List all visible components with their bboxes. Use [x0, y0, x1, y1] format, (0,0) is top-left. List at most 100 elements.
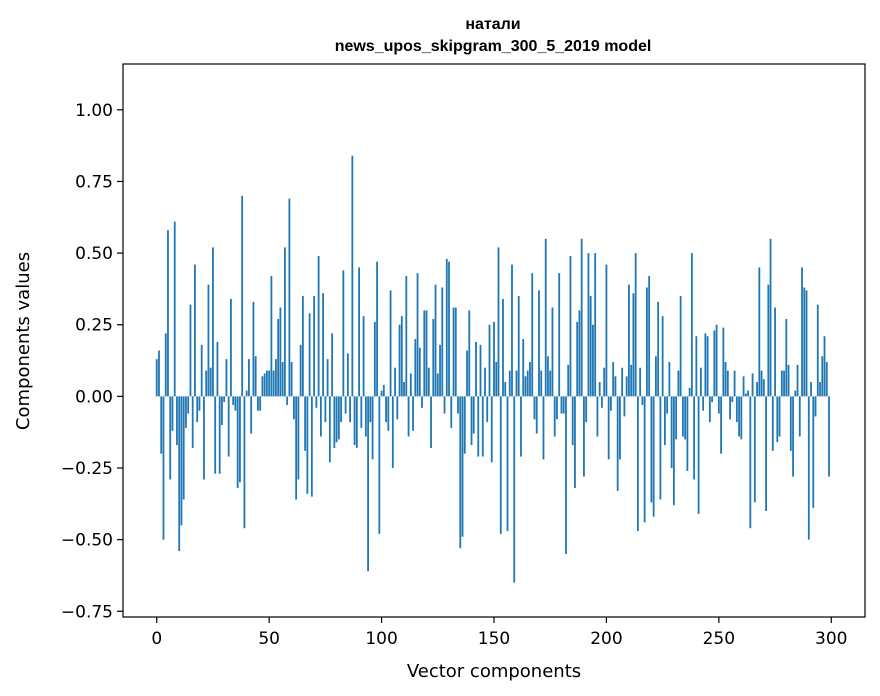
bar: [735, 396, 738, 423]
bar: [601, 396, 603, 408]
bar: [488, 324, 491, 397]
bar: [484, 367, 486, 397]
bar: [628, 284, 630, 397]
bar: [670, 396, 673, 468]
bar: [706, 336, 709, 397]
bar: [373, 321, 376, 397]
bar: [252, 301, 255, 397]
bar: [625, 376, 628, 397]
bar: [324, 396, 327, 423]
bar: [486, 396, 489, 423]
bar: [319, 396, 322, 437]
bar: [207, 284, 210, 397]
bar: [562, 396, 565, 414]
bar: [275, 359, 277, 397]
bar: [612, 361, 615, 397]
bar: [650, 396, 653, 503]
y-tick-label: 0.75: [75, 172, 113, 192]
bar: [218, 396, 221, 474]
bar: [225, 359, 228, 397]
bar: [430, 396, 432, 448]
bar: [677, 370, 680, 397]
bar: [580, 238, 583, 397]
bar: [331, 333, 334, 397]
bar: [342, 270, 345, 397]
bar: [382, 384, 385, 397]
bar: [587, 253, 590, 397]
bar: [470, 396, 473, 446]
bar: [198, 396, 201, 411]
bar: [558, 273, 561, 397]
bar: [481, 396, 484, 457]
y-tick-label: 0.25: [75, 316, 113, 336]
bar: [717, 396, 720, 414]
bar: [212, 247, 214, 397]
bar: [792, 396, 794, 477]
bar: [304, 396, 307, 451]
bar: [448, 261, 450, 397]
bar: [699, 367, 702, 397]
bar: [412, 396, 414, 431]
bar: [187, 396, 190, 414]
bar: [556, 396, 558, 420]
bar: [418, 347, 421, 397]
bar: [657, 301, 660, 397]
bar: [769, 238, 772, 397]
bar: [297, 396, 300, 480]
bar: [726, 370, 729, 397]
bar: [796, 364, 799, 397]
bar: [520, 396, 522, 457]
bar: [200, 344, 203, 397]
bar: [720, 396, 722, 454]
bar: [598, 382, 601, 397]
bar: [814, 396, 817, 417]
bar: [337, 396, 340, 440]
bar: [385, 396, 387, 423]
bar: [731, 396, 734, 403]
bar: [364, 396, 367, 437]
y-tick-label: 0.50: [75, 244, 113, 264]
y-tick-label: −0.75: [61, 602, 113, 622]
bar: [531, 273, 534, 397]
bar: [243, 396, 246, 529]
y-axis: −0.75 −0.50 −0.25 0.00 0.25 0.50 0.75 1.00: [61, 101, 123, 622]
bar: [299, 344, 302, 397]
x-tick-label: 100: [365, 629, 397, 649]
bar: [825, 361, 828, 397]
x-axis: 0 50 100 150 200 250 300: [151, 617, 847, 649]
bar: [466, 350, 468, 397]
bar: [214, 396, 217, 474]
bar: [639, 367, 642, 397]
bar: [704, 333, 707, 397]
y-tick-label: 0.00: [75, 387, 113, 407]
bar: [403, 382, 405, 397]
bar: [454, 307, 457, 397]
bar: [414, 339, 417, 397]
bar: [360, 396, 363, 428]
bar: [506, 396, 509, 532]
bar: [369, 396, 372, 423]
bar: [729, 396, 731, 420]
bar: [771, 396, 774, 451]
bar: [634, 253, 637, 397]
bar: [828, 396, 830, 477]
bar: [776, 396, 779, 443]
bar: [738, 396, 740, 437]
bar: [441, 287, 444, 397]
bar: [605, 264, 608, 397]
bar: [641, 396, 644, 405]
bar: [292, 396, 295, 420]
bar: [266, 370, 268, 397]
bar: [182, 396, 185, 500]
bar: [396, 396, 399, 420]
bar: [610, 396, 612, 411]
bar: [221, 396, 223, 426]
chart-title: натали: [465, 16, 520, 33]
bar: [646, 287, 648, 397]
bar: [463, 396, 466, 454]
bar: [583, 396, 585, 477]
bar: [380, 390, 383, 397]
bar: [427, 367, 430, 397]
bar: [268, 370, 271, 397]
